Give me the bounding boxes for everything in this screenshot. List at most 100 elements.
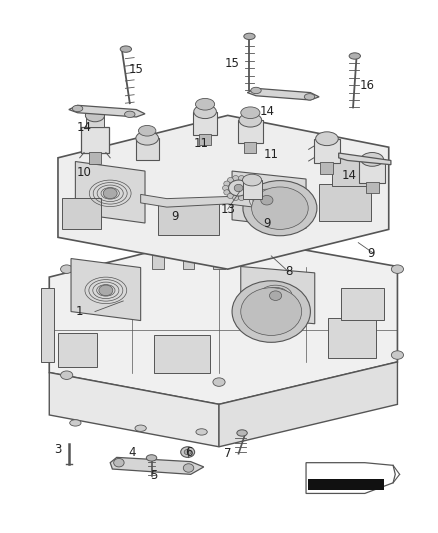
Text: 14: 14: [342, 169, 357, 182]
Ellipse shape: [249, 185, 254, 191]
Ellipse shape: [316, 132, 338, 146]
Bar: [244, 142, 256, 153]
Text: 1: 1: [76, 305, 84, 318]
Ellipse shape: [239, 114, 261, 127]
Ellipse shape: [241, 288, 302, 335]
Ellipse shape: [391, 351, 403, 359]
Ellipse shape: [60, 265, 73, 273]
Ellipse shape: [72, 106, 83, 112]
Bar: [238, 120, 262, 143]
Polygon shape: [247, 88, 319, 100]
Polygon shape: [219, 362, 397, 447]
Text: 9: 9: [172, 209, 179, 223]
Bar: [183, 236, 194, 269]
Bar: [62, 198, 102, 229]
Ellipse shape: [269, 291, 282, 301]
Ellipse shape: [261, 196, 273, 205]
Ellipse shape: [70, 419, 81, 426]
Bar: [328, 318, 376, 358]
Bar: [308, 479, 385, 490]
Ellipse shape: [244, 33, 255, 39]
Ellipse shape: [233, 175, 239, 181]
Text: 3: 3: [54, 443, 62, 456]
Ellipse shape: [181, 447, 194, 457]
Ellipse shape: [227, 177, 233, 183]
Ellipse shape: [194, 105, 216, 118]
Text: 11: 11: [264, 148, 279, 160]
Bar: [58, 333, 97, 367]
Polygon shape: [75, 161, 145, 223]
Text: 10: 10: [77, 166, 92, 179]
Text: 11: 11: [194, 137, 209, 150]
Ellipse shape: [195, 99, 215, 110]
Ellipse shape: [60, 371, 73, 379]
Ellipse shape: [241, 107, 260, 118]
Bar: [136, 138, 159, 160]
Polygon shape: [58, 115, 389, 269]
Ellipse shape: [138, 125, 156, 136]
Ellipse shape: [213, 378, 225, 386]
Bar: [341, 288, 385, 319]
Text: 9: 9: [367, 247, 375, 260]
Ellipse shape: [233, 195, 239, 200]
Polygon shape: [241, 266, 315, 324]
Bar: [366, 182, 379, 193]
Ellipse shape: [120, 46, 131, 52]
Ellipse shape: [244, 193, 250, 199]
Polygon shape: [110, 457, 204, 474]
Ellipse shape: [135, 425, 146, 431]
Ellipse shape: [85, 109, 105, 122]
Ellipse shape: [243, 181, 317, 236]
Ellipse shape: [243, 174, 261, 186]
Text: 16: 16: [360, 79, 374, 92]
Ellipse shape: [124, 111, 135, 117]
Ellipse shape: [391, 265, 403, 273]
Text: 8: 8: [285, 265, 292, 278]
Polygon shape: [141, 195, 271, 207]
Bar: [243, 180, 261, 199]
Ellipse shape: [247, 190, 254, 195]
Text: 15: 15: [225, 58, 240, 70]
Bar: [199, 134, 211, 144]
Ellipse shape: [103, 188, 117, 199]
Bar: [314, 139, 340, 163]
Polygon shape: [49, 373, 219, 447]
Bar: [154, 335, 210, 373]
Ellipse shape: [234, 184, 243, 192]
Ellipse shape: [146, 455, 157, 461]
Ellipse shape: [227, 193, 233, 199]
Ellipse shape: [114, 458, 124, 467]
Ellipse shape: [184, 464, 194, 472]
Ellipse shape: [349, 53, 360, 59]
Text: 13: 13: [220, 203, 235, 216]
Ellipse shape: [184, 449, 191, 455]
Bar: [359, 159, 385, 183]
Ellipse shape: [237, 430, 247, 436]
Polygon shape: [49, 235, 397, 405]
Polygon shape: [71, 259, 141, 320]
Ellipse shape: [224, 190, 230, 195]
Ellipse shape: [247, 181, 254, 187]
Text: 6: 6: [185, 446, 192, 458]
Ellipse shape: [232, 281, 311, 342]
Ellipse shape: [224, 181, 230, 187]
Bar: [81, 127, 109, 152]
Bar: [86, 115, 104, 127]
Text: 14: 14: [259, 105, 274, 118]
Text: 15: 15: [129, 63, 144, 76]
Bar: [152, 236, 164, 269]
Ellipse shape: [361, 152, 384, 166]
Polygon shape: [69, 106, 145, 117]
Ellipse shape: [238, 175, 244, 181]
Polygon shape: [41, 288, 53, 362]
Bar: [332, 157, 376, 186]
Ellipse shape: [196, 429, 207, 435]
Polygon shape: [232, 171, 306, 228]
Ellipse shape: [99, 285, 113, 296]
Ellipse shape: [304, 94, 315, 100]
Text: 9: 9: [263, 216, 271, 230]
Ellipse shape: [251, 87, 261, 94]
Bar: [213, 236, 225, 269]
Ellipse shape: [238, 195, 244, 200]
Bar: [321, 162, 333, 174]
